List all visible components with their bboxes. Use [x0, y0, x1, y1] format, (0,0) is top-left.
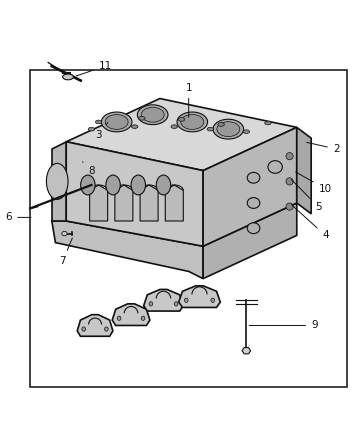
Ellipse shape	[46, 164, 68, 199]
Text: 3: 3	[95, 122, 108, 140]
Ellipse shape	[62, 232, 67, 236]
Polygon shape	[52, 221, 203, 278]
Ellipse shape	[105, 327, 108, 331]
Polygon shape	[52, 142, 66, 221]
Polygon shape	[165, 185, 183, 221]
Ellipse shape	[131, 175, 146, 195]
Ellipse shape	[218, 123, 224, 126]
Ellipse shape	[286, 203, 293, 210]
Ellipse shape	[137, 105, 168, 125]
Text: 5: 5	[291, 180, 321, 212]
Polygon shape	[203, 203, 297, 278]
Ellipse shape	[268, 160, 282, 173]
Ellipse shape	[139, 117, 145, 120]
Ellipse shape	[149, 302, 153, 306]
Ellipse shape	[82, 327, 86, 331]
Ellipse shape	[106, 175, 120, 195]
Ellipse shape	[105, 114, 128, 130]
Text: 11: 11	[76, 61, 112, 76]
Ellipse shape	[141, 316, 145, 320]
Polygon shape	[77, 315, 113, 336]
Ellipse shape	[265, 121, 271, 125]
Ellipse shape	[207, 127, 213, 131]
Polygon shape	[297, 127, 311, 214]
Ellipse shape	[178, 118, 185, 121]
Ellipse shape	[63, 74, 73, 80]
Ellipse shape	[211, 298, 215, 302]
Ellipse shape	[101, 112, 132, 132]
Text: 7: 7	[60, 238, 72, 266]
Text: 2: 2	[307, 142, 339, 154]
Polygon shape	[144, 290, 183, 311]
Text: 10: 10	[295, 172, 331, 194]
Text: 4: 4	[291, 205, 329, 240]
Ellipse shape	[81, 175, 95, 195]
Polygon shape	[90, 185, 108, 221]
Ellipse shape	[171, 125, 178, 129]
Ellipse shape	[156, 175, 171, 195]
Polygon shape	[115, 185, 133, 221]
Polygon shape	[242, 347, 251, 354]
Ellipse shape	[141, 107, 164, 122]
Polygon shape	[66, 142, 203, 246]
Ellipse shape	[243, 130, 250, 133]
Ellipse shape	[131, 125, 138, 129]
Ellipse shape	[95, 120, 102, 124]
Polygon shape	[66, 99, 297, 171]
Polygon shape	[179, 286, 220, 308]
Ellipse shape	[213, 119, 244, 139]
Ellipse shape	[247, 198, 260, 208]
Ellipse shape	[247, 172, 260, 183]
Polygon shape	[112, 304, 150, 325]
Bar	[30, 70, 347, 387]
Ellipse shape	[286, 152, 293, 160]
Ellipse shape	[117, 316, 121, 320]
Ellipse shape	[247, 223, 260, 234]
Ellipse shape	[174, 302, 178, 306]
Ellipse shape	[184, 298, 188, 302]
Text: 8: 8	[82, 162, 94, 175]
Text: 9: 9	[249, 320, 318, 331]
Ellipse shape	[181, 114, 204, 130]
Text: 6: 6	[5, 213, 31, 222]
Ellipse shape	[217, 122, 240, 137]
Polygon shape	[140, 185, 158, 221]
Ellipse shape	[88, 127, 95, 131]
Polygon shape	[203, 127, 297, 246]
Ellipse shape	[286, 178, 293, 185]
Ellipse shape	[177, 112, 208, 132]
Text: 1: 1	[185, 83, 192, 118]
